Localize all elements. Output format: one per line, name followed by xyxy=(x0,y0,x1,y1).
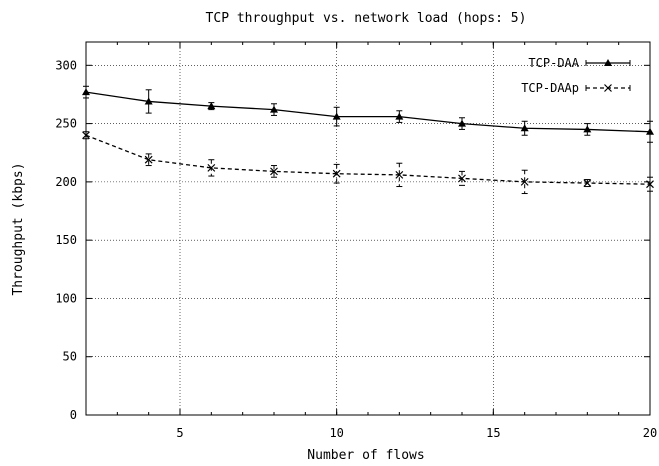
legend-item: TCP-DAA xyxy=(528,56,631,70)
x-marker xyxy=(604,84,612,92)
y-tick-label: 250 xyxy=(55,117,77,131)
plot-area-frame xyxy=(85,41,651,416)
x-tick-label: 20 xyxy=(643,426,657,440)
x-marker xyxy=(520,177,529,186)
error-bar xyxy=(459,170,465,186)
triangle-marker xyxy=(207,102,216,110)
y-tick-label: 100 xyxy=(55,291,77,305)
triangle-marker xyxy=(583,125,592,133)
error-bar xyxy=(145,153,152,167)
x-marker xyxy=(270,167,278,176)
y-tick-label: 50 xyxy=(63,350,77,364)
error-bar xyxy=(647,176,653,192)
y-tick-label: 300 xyxy=(55,58,77,72)
chart-title: TCP throughput vs. network load (hops: 5… xyxy=(206,11,527,26)
y-tick-label: 0 xyxy=(70,408,77,422)
x-marker xyxy=(332,169,341,178)
triangle-marker xyxy=(458,119,466,127)
x-marker xyxy=(395,170,404,179)
triangle-marker xyxy=(520,124,529,132)
x-tick-label: 10 xyxy=(329,426,343,440)
error-bar xyxy=(396,162,403,188)
y-axis-label: Throughput (kbps) xyxy=(11,162,26,295)
x-marker xyxy=(646,180,654,189)
x-marker xyxy=(82,131,90,140)
triangle-marker xyxy=(270,105,278,113)
data-series xyxy=(82,85,654,195)
error-bar xyxy=(521,169,528,195)
legend: TCP-DAA TCP-DAAp xyxy=(521,56,631,95)
x-marker xyxy=(458,174,466,183)
series-tcp-daap xyxy=(82,131,654,195)
grid-lines xyxy=(86,42,650,415)
series-tcp-daa xyxy=(82,85,654,143)
legend-label: TCP-DAAp xyxy=(521,81,579,95)
series-line xyxy=(85,91,651,133)
triangle-marker xyxy=(395,112,404,120)
triangle-marker xyxy=(332,112,341,120)
x-marker xyxy=(583,179,592,187)
legend-item: TCP-DAAp xyxy=(521,81,631,95)
triangle-marker xyxy=(604,59,612,66)
triangle-marker xyxy=(82,88,90,96)
x-tick-label: 5 xyxy=(176,426,183,440)
x-marker xyxy=(207,163,216,172)
y-tick-label: 150 xyxy=(55,233,77,247)
legend-label: TCP-DAA xyxy=(528,56,579,70)
y-tick-label: 200 xyxy=(55,175,77,189)
x-axis-label: Number of flows xyxy=(307,448,424,463)
series-line xyxy=(85,134,651,185)
axis-ticks: 0 50 100 150 200 250 300 5 10 15 20 xyxy=(55,42,657,440)
x-tick-label: 15 xyxy=(486,426,500,440)
triangle-marker xyxy=(144,97,153,105)
x-marker xyxy=(144,155,153,164)
error-bar xyxy=(271,165,277,178)
triangle-marker xyxy=(646,127,654,135)
